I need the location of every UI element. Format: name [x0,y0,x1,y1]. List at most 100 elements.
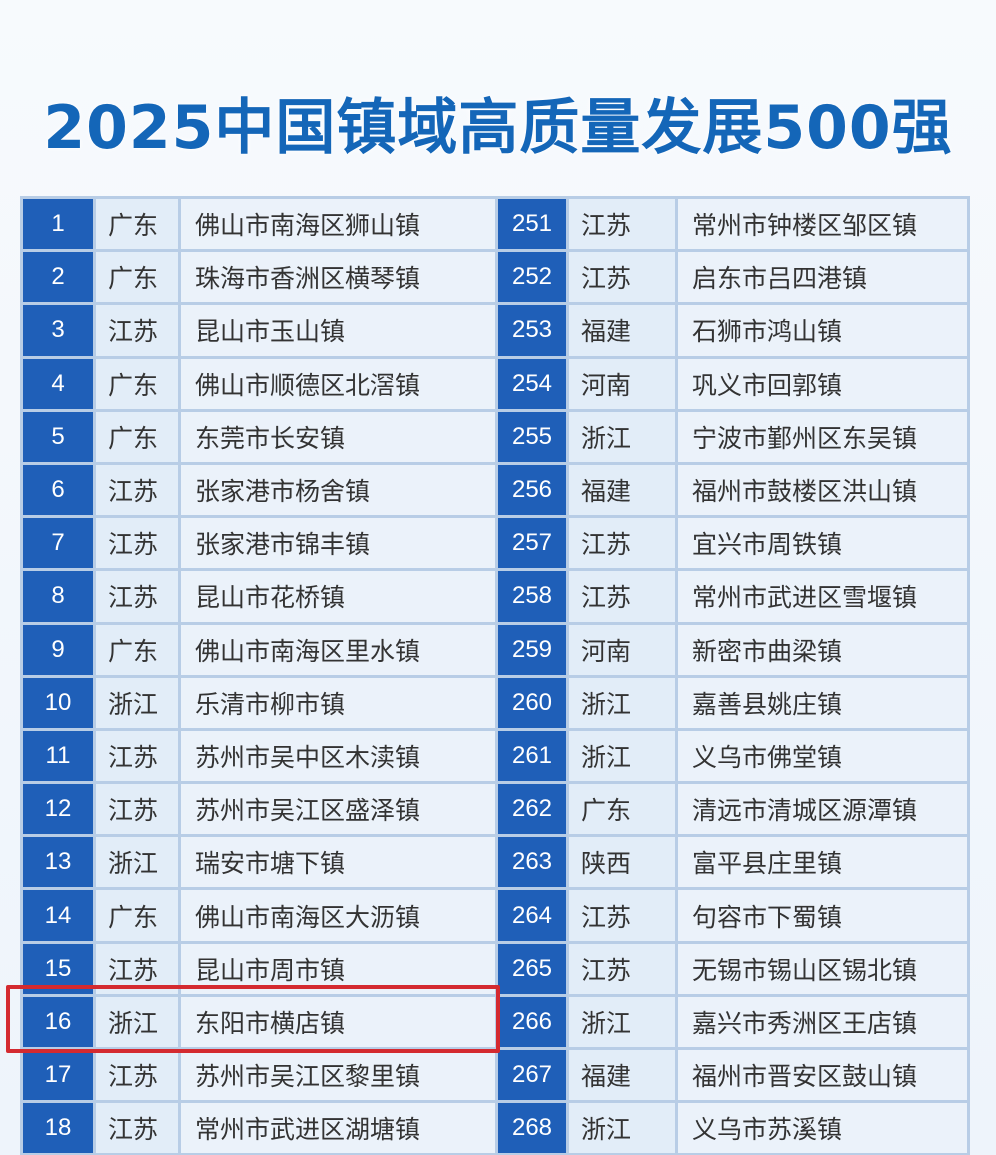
rank-cell: 260 [498,677,566,728]
province-cell: 江苏 [96,305,178,356]
table-row: 253 福建 石狮市鸿山镇 [498,305,967,356]
province-cell: 江苏 [569,943,675,994]
province-cell: 浙江 [96,837,178,888]
rank-cell: 16 [23,996,93,1047]
province-cell: 广东 [96,358,178,409]
town-cell: 嘉善县姚庄镇 [678,677,967,728]
town-cell: 句容市下蜀镇 [678,890,967,941]
table-row: 265 江苏 无锡市锡山区锡北镇 [498,943,967,994]
rank-cell: 268 [498,1103,566,1154]
town-cell: 富平县庄里镇 [678,837,967,888]
page-title: 2025中国镇域高质量发展500强 [43,93,953,163]
town-cell: 巩义市回郭镇 [678,358,967,409]
table-row: 10 浙江 乐清市柳市镇 [23,677,495,728]
table-row: 1 广东 佛山市南海区狮山镇 [23,199,495,250]
province-cell: 陕西 [569,837,675,888]
province-cell: 广东 [96,252,178,303]
province-cell: 江苏 [96,730,178,782]
town-cell: 福州市鼓楼区洪山镇 [678,464,967,516]
province-cell: 江苏 [569,571,675,622]
rank-cell: 7 [23,518,93,569]
province-cell: 福建 [569,464,675,516]
town-cell: 宜兴市周铁镇 [678,518,967,569]
town-cell: 张家港市锦丰镇 [181,518,495,569]
province-cell: 浙江 [96,677,178,728]
rank-cell: 265 [498,943,566,994]
province-cell: 江苏 [96,518,178,569]
province-cell: 浙江 [569,996,675,1047]
province-cell: 江苏 [569,252,675,303]
province-cell: 河南 [569,358,675,409]
province-cell: 江苏 [96,1050,178,1101]
rank-cell: 18 [23,1103,93,1154]
table-row: 16 浙江 东阳市横店镇 [23,996,495,1047]
table-row: 6 江苏 张家港市杨舍镇 [23,464,495,516]
table-row: 14 广东 佛山市南海区大沥镇 [23,890,495,941]
province-cell: 浙江 [569,677,675,728]
rank-cell: 8 [23,571,93,622]
rank-cell: 267 [498,1050,566,1101]
rank-cell: 13 [23,837,93,888]
town-cell: 常州市武进区湖塘镇 [181,1103,495,1154]
rank-cell: 255 [498,411,566,462]
table-row: 261 浙江 义乌市佛堂镇 [498,730,967,782]
table-row: 2 广东 珠海市香洲区横琴镇 [23,252,495,303]
province-cell: 浙江 [569,730,675,782]
rank-cell: 256 [498,464,566,516]
town-cell: 东阳市横店镇 [181,996,495,1047]
province-cell: 江苏 [569,518,675,569]
rank-cell: 262 [498,784,566,835]
table-row: 259 河南 新密市曲梁镇 [498,624,967,675]
table-row: 257 江苏 宜兴市周铁镇 [498,518,967,569]
town-cell: 苏州市吴中区木渎镇 [181,730,495,782]
rank-cell: 252 [498,252,566,303]
table-row: 7 江苏 张家港市锦丰镇 [23,518,495,569]
town-cell: 宁波市鄞州区东吴镇 [678,411,967,462]
rank-cell: 251 [498,199,566,250]
rank-cell: 11 [23,730,93,782]
table-row: 8 江苏 昆山市花桥镇 [23,571,495,622]
table-row: 255 浙江 宁波市鄞州区东吴镇 [498,411,967,462]
town-cell: 佛山市顺德区北滘镇 [181,358,495,409]
rank-cell: 17 [23,1050,93,1101]
town-cell: 佛山市南海区里水镇 [181,624,495,675]
ranking-column-right: 251 江苏 常州市钟楼区邹区镇 252 江苏 启东市吕四港镇 253 福建 石狮市鸿山镇 254… [498,196,967,1154]
town-cell: 启东市吕四港镇 [678,252,967,303]
province-cell: 浙江 [569,1103,675,1154]
province-cell: 广东 [96,624,178,675]
rank-cell: 254 [498,358,566,409]
rank-cell: 5 [23,411,93,462]
province-cell: 江苏 [96,464,178,516]
table-row: 17 江苏 苏州市吴江区黎里镇 [23,1050,495,1101]
province-cell: 江苏 [569,890,675,941]
province-cell: 广东 [96,199,178,250]
rank-cell: 3 [23,305,93,356]
town-cell: 常州市钟楼区邹区镇 [678,199,967,250]
rank-cell: 259 [498,624,566,675]
province-cell: 福建 [569,305,675,356]
town-cell: 佛山市南海区狮山镇 [181,199,495,250]
rank-cell: 264 [498,890,566,941]
table-row: 9 广东 佛山市南海区里水镇 [23,624,495,675]
town-cell: 乐清市柳市镇 [181,677,495,728]
table-row: 256 福建 福州市鼓楼区洪山镇 [498,464,967,516]
town-cell: 佛山市南海区大沥镇 [181,890,495,941]
province-cell: 广东 [96,411,178,462]
town-cell: 福州市晋安区鼓山镇 [678,1050,967,1101]
town-cell: 苏州市吴江区盛泽镇 [181,784,495,835]
table-row: 268 浙江 义乌市苏溪镇 [498,1103,967,1154]
rank-cell: 12 [23,784,93,835]
province-cell: 江苏 [569,199,675,250]
table-row: 5 广东 东莞市长安镇 [23,411,495,462]
town-cell: 昆山市玉山镇 [181,305,495,356]
rank-cell: 9 [23,624,93,675]
town-cell: 东莞市长安镇 [181,411,495,462]
province-cell: 江苏 [96,943,178,994]
province-cell: 江苏 [96,571,178,622]
town-cell: 无锡市锡山区锡北镇 [678,943,967,994]
rank-cell: 2 [23,252,93,303]
rank-cell: 1 [23,199,93,250]
town-cell: 嘉兴市秀洲区王店镇 [678,996,967,1047]
table-row: 252 江苏 启东市吕四港镇 [498,252,967,303]
rank-cell: 263 [498,837,566,888]
